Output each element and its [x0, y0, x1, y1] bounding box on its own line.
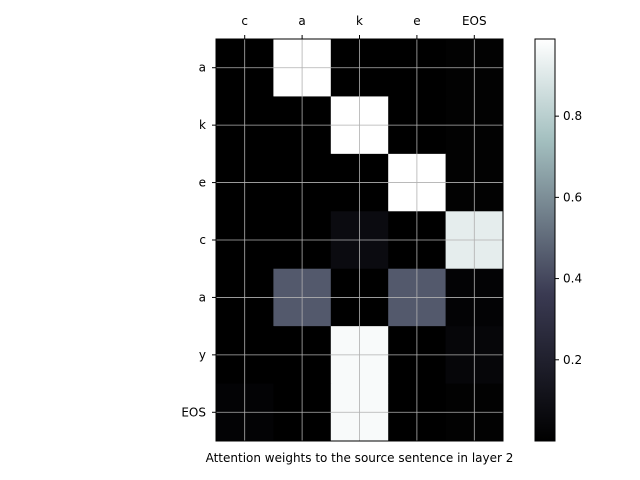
x-tick-label: a	[298, 14, 305, 28]
y-tick-label: c	[199, 233, 206, 247]
x-tick-label: e	[413, 14, 420, 28]
colorbar-tick-label: 0.4	[563, 272, 582, 286]
x-tick-label: EOS	[462, 14, 487, 28]
x-tick-label: c	[241, 14, 248, 28]
y-tick-label: y	[199, 348, 206, 362]
y-axis-ticks: a k e c a y EOS	[181, 61, 216, 419]
y-tick-label: EOS	[181, 405, 206, 419]
colorbar-ticks: 0.2 0.4 0.6 0.8	[555, 109, 582, 367]
colorbar	[534, 38, 556, 442]
y-tick-label: a	[199, 290, 206, 304]
heatmap-grid	[216, 39, 503, 441]
x-axis-label: Attention weights to the source sentence…	[206, 451, 514, 465]
y-tick-label: e	[199, 176, 206, 190]
x-axis-ticks: c a k e EOS	[241, 14, 487, 39]
colorbar-tick-label: 0.6	[563, 190, 582, 204]
y-tick-label: k	[199, 118, 206, 132]
colorbar-tick-label: 0.2	[563, 353, 582, 367]
y-tick-label: a	[199, 61, 206, 75]
colorbar-tick-label: 0.8	[563, 109, 582, 123]
x-tick-label: k	[356, 14, 363, 28]
